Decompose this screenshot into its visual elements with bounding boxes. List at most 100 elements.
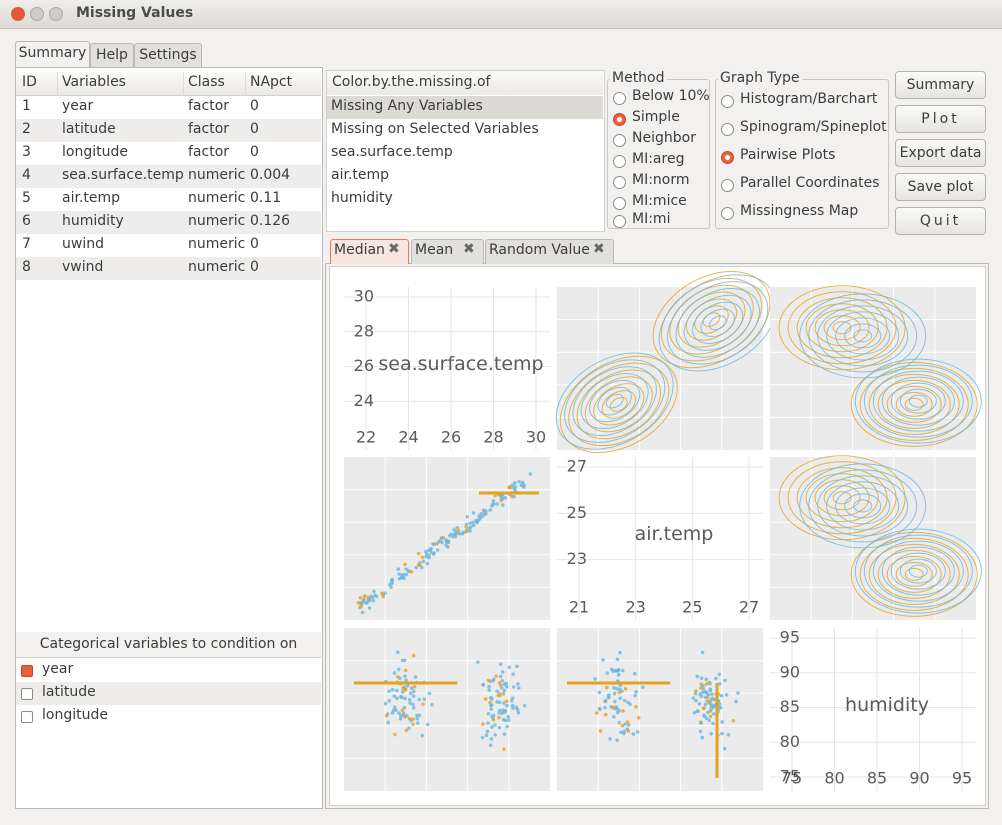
point: [498, 662, 503, 667]
point: [483, 697, 488, 701]
point: [634, 705, 638, 709]
list-item[interactable]: Missing Any Variables: [331, 98, 483, 114]
radio-button[interactable]: [721, 151, 734, 164]
table-row[interactable]: [16, 234, 321, 257]
condition-row[interactable]: [16, 659, 321, 682]
point: [485, 729, 490, 734]
table-row[interactable]: [16, 165, 321, 188]
button[interactable]: Save plot: [895, 173, 986, 201]
checkbox[interactable]: [21, 665, 33, 677]
radio-button[interactable]: [721, 95, 734, 108]
table-row[interactable]: [16, 188, 321, 211]
contour: [708, 315, 727, 331]
radio-label[interactable]: Spinogram/Spineplot: [740, 119, 887, 135]
radio-button[interactable]: [613, 134, 626, 147]
point: [476, 518, 481, 523]
contour: [564, 359, 666, 443]
radio-button[interactable]: [613, 155, 626, 168]
point: [435, 548, 440, 552]
radio-button[interactable]: [613, 113, 626, 126]
button[interactable]: Plot: [895, 105, 986, 133]
radio-label[interactable]: MI:norm: [632, 172, 690, 188]
list-item[interactable]: Missing on Selected Variables: [331, 121, 539, 137]
y-tick-label: 23: [567, 549, 587, 568]
point: [719, 693, 724, 698]
plot-tab-label[interactable]: Median: [334, 242, 385, 258]
radio-label[interactable]: Simple: [632, 109, 680, 125]
radio-label[interactable]: MI:mice: [632, 193, 687, 209]
y-tick-label: 80: [780, 732, 800, 751]
checkbox[interactable]: [21, 688, 33, 700]
plot-tab[interactable]: [485, 239, 614, 264]
button[interactable]: Export data: [895, 139, 986, 167]
list-item[interactable]: sea.surface.temp: [331, 144, 453, 160]
radio-button[interactable]: [613, 92, 626, 105]
checkbox-label[interactable]: year: [42, 661, 74, 677]
radio-label[interactable]: MI:areg: [632, 151, 685, 167]
point: [411, 689, 416, 694]
table-row[interactable]: [16, 142, 321, 165]
radio-label[interactable]: Missingness Map: [740, 203, 859, 219]
radio-button[interactable]: [613, 215, 626, 228]
table-cell: factor: [188, 144, 230, 160]
point: [597, 706, 602, 711]
point: [397, 711, 401, 715]
tab[interactable]: Settings: [134, 43, 202, 67]
point: [399, 695, 403, 699]
plot-tab-label[interactable]: Random Value: [489, 242, 590, 258]
point: [691, 696, 696, 700]
column-header[interactable]: ID: [22, 74, 37, 90]
contour: [817, 475, 909, 537]
table-row[interactable]: [16, 211, 321, 234]
point: [509, 494, 514, 499]
contour: [805, 473, 879, 523]
point: [705, 695, 710, 699]
point: [516, 710, 521, 715]
radio-button[interactable]: [721, 207, 734, 220]
table-row[interactable]: [16, 96, 321, 119]
plot-tab[interactable]: [330, 239, 409, 264]
plot-tab-label[interactable]: Mean: [415, 242, 454, 258]
checkbox-label[interactable]: latitude: [42, 684, 96, 700]
radio-button[interactable]: [613, 197, 626, 210]
column-header[interactable]: Variables: [62, 74, 126, 90]
tab-close-icon[interactable]: ✖: [388, 241, 400, 257]
checkbox[interactable]: [21, 711, 33, 723]
radio-label[interactable]: MI:mi: [632, 211, 671, 227]
radio-label[interactable]: Parallel Coordinates: [740, 175, 880, 191]
point: [499, 685, 504, 690]
list-item[interactable]: humidity: [331, 190, 393, 206]
radio-button[interactable]: [721, 179, 734, 192]
checkbox-label[interactable]: longitude: [42, 707, 108, 723]
tab-close-icon[interactable]: ✖: [463, 241, 475, 257]
button[interactable]: Summary: [895, 71, 986, 99]
table-cell: sea.surface.temp: [62, 167, 184, 183]
tab[interactable]: Summary: [15, 41, 90, 68]
button[interactable]: Quit: [895, 207, 986, 235]
tab[interactable]: Help: [90, 43, 134, 67]
list-item[interactable]: air.temp: [331, 167, 390, 183]
maximize-button[interactable]: [49, 7, 63, 21]
point: [709, 701, 713, 706]
radio-label[interactable]: Neighbor: [632, 130, 696, 146]
table-row[interactable]: [16, 257, 321, 280]
radio-button[interactable]: [721, 123, 734, 136]
radio-label[interactable]: Below 10%: [632, 88, 710, 104]
point: [616, 672, 621, 677]
minimize-button[interactable]: [30, 7, 44, 21]
radio-label[interactable]: Histogram/Barchart: [740, 91, 878, 107]
radio-button[interactable]: [613, 176, 626, 189]
close-button[interactable]: [11, 7, 25, 21]
table-row[interactable]: [16, 119, 321, 142]
condition-row[interactable]: [16, 682, 321, 705]
point: [625, 720, 630, 724]
tab-close-icon[interactable]: ✖: [593, 241, 605, 257]
column-header[interactable]: NApct: [250, 74, 293, 90]
radio-label[interactable]: Pairwise Plots: [740, 147, 836, 163]
condition-row[interactable]: [16, 705, 321, 728]
contour: [890, 382, 946, 420]
point: [359, 604, 364, 609]
plot-tab[interactable]: [411, 239, 484, 264]
point: [511, 685, 516, 689]
column-header[interactable]: Class: [188, 74, 225, 90]
